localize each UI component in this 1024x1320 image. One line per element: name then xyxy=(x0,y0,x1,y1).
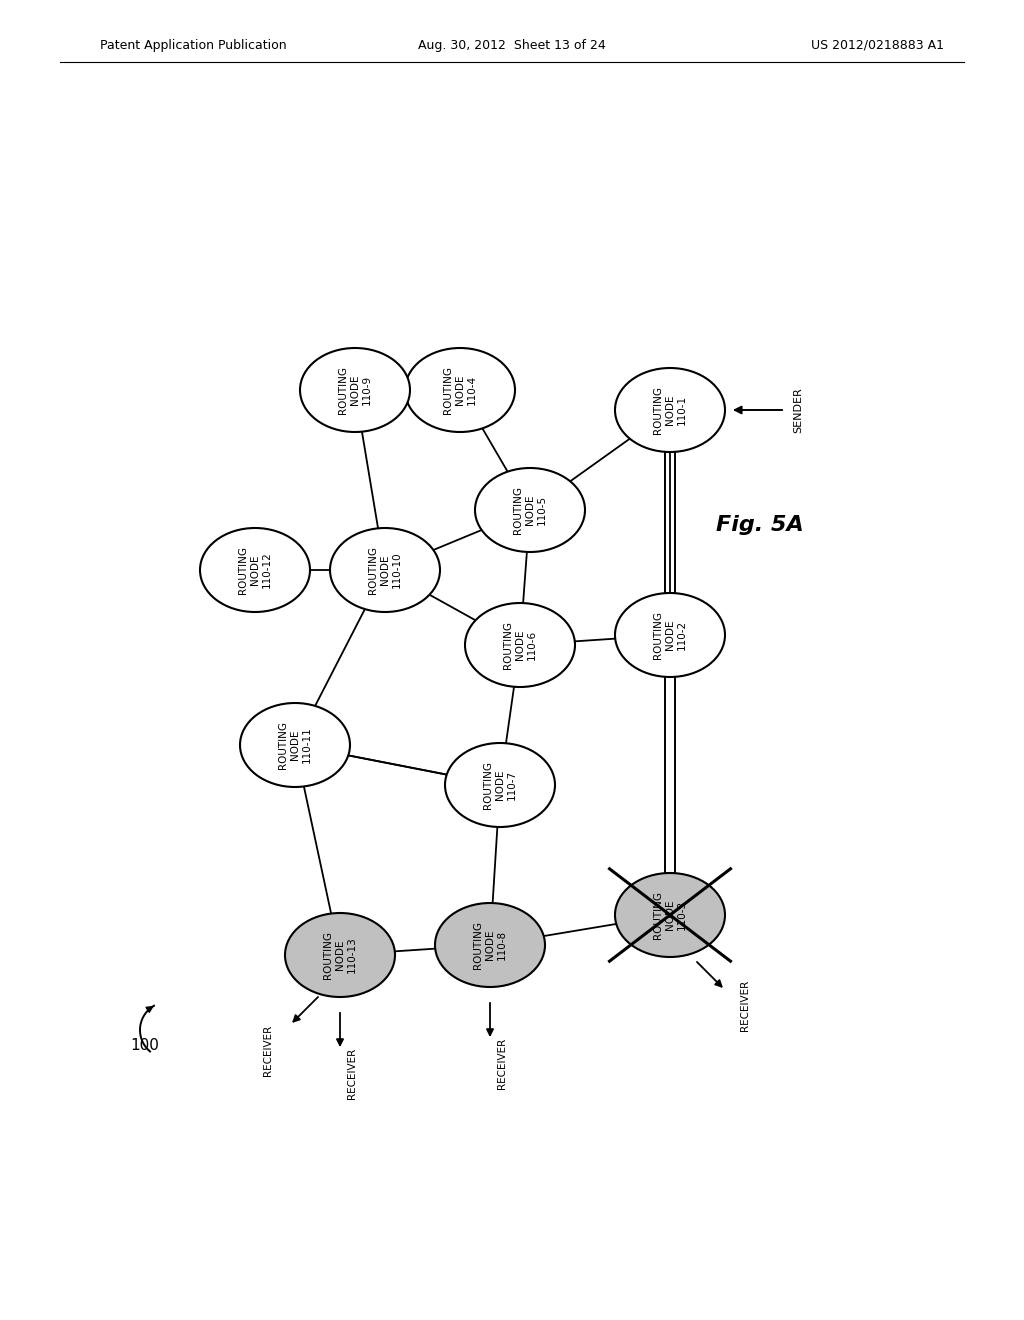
Text: ROUTING
NODE
110-3: ROUTING NODE 110-3 xyxy=(653,891,687,939)
Text: RECEIVER: RECEIVER xyxy=(740,979,750,1031)
Ellipse shape xyxy=(475,469,585,552)
Text: RECEIVER: RECEIVER xyxy=(497,1038,507,1089)
Text: ROUTING
NODE
110-8: ROUTING NODE 110-8 xyxy=(473,921,507,969)
Text: ROUTING
NODE
110-4: ROUTING NODE 110-4 xyxy=(443,366,476,414)
Ellipse shape xyxy=(615,593,725,677)
Text: ROUTING
NODE
110-2: ROUTING NODE 110-2 xyxy=(653,611,687,659)
Text: RECEIVER: RECEIVER xyxy=(263,1024,273,1076)
Text: Aug. 30, 2012  Sheet 13 of 24: Aug. 30, 2012 Sheet 13 of 24 xyxy=(418,38,606,51)
Text: ROUTING
NODE
110-9: ROUTING NODE 110-9 xyxy=(338,366,372,414)
Ellipse shape xyxy=(330,528,440,612)
Ellipse shape xyxy=(200,528,310,612)
Text: ROUTING
NODE
110-1: ROUTING NODE 110-1 xyxy=(653,385,687,434)
Ellipse shape xyxy=(615,368,725,451)
Text: RECEIVER: RECEIVER xyxy=(347,1047,357,1098)
Text: ROUTING
NODE
110-13: ROUTING NODE 110-13 xyxy=(324,931,356,979)
Text: Patent Application Publication: Patent Application Publication xyxy=(100,38,287,51)
Text: Fig. 5A: Fig. 5A xyxy=(716,515,804,535)
Ellipse shape xyxy=(445,743,555,828)
Ellipse shape xyxy=(285,913,395,997)
Text: ROUTING
NODE
110-7: ROUTING NODE 110-7 xyxy=(483,762,516,809)
Ellipse shape xyxy=(615,873,725,957)
Text: ROUTING
NODE
110-5: ROUTING NODE 110-5 xyxy=(513,486,547,535)
Ellipse shape xyxy=(240,704,350,787)
Ellipse shape xyxy=(465,603,575,686)
Text: ROUTING
NODE
110-6: ROUTING NODE 110-6 xyxy=(504,620,537,669)
Text: ROUTING
NODE
110-10: ROUTING NODE 110-10 xyxy=(369,546,401,594)
Text: US 2012/0218883 A1: US 2012/0218883 A1 xyxy=(811,38,944,51)
Text: ROUTING
NODE
110-11: ROUTING NODE 110-11 xyxy=(279,721,311,770)
Ellipse shape xyxy=(406,348,515,432)
Ellipse shape xyxy=(300,348,410,432)
Ellipse shape xyxy=(435,903,545,987)
Text: 100: 100 xyxy=(130,1038,159,1052)
Text: ROUTING
NODE
110-12: ROUTING NODE 110-12 xyxy=(239,546,271,594)
Text: SENDER: SENDER xyxy=(793,387,803,433)
